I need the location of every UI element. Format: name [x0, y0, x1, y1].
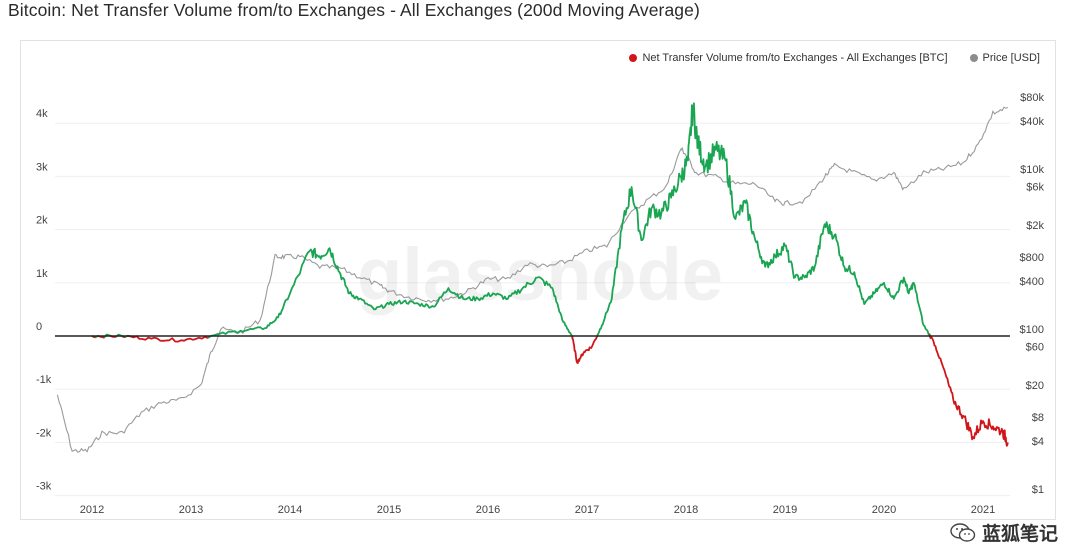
- brand-overlay: 蓝狐笔记: [950, 519, 1058, 546]
- legend-item-price[interactable]: Price [USD]: [969, 52, 1040, 64]
- chart-legend: Net Transfer Volume from/to Exchanges - …: [629, 52, 1040, 64]
- legend-dot-price: [969, 54, 978, 62]
- wechat-icon: [950, 522, 976, 542]
- brand-text: 蓝狐笔记: [981, 524, 1058, 545]
- chart-frame: [20, 40, 1056, 520]
- chart-title: Bitcoin: Net Transfer Volume from/to Exc…: [8, 0, 700, 20]
- legend-dot-net-transfer: [629, 54, 638, 62]
- legend-item-net-transfer[interactable]: Net Transfer Volume from/to Exchanges - …: [629, 52, 948, 64]
- legend-label-price: Price [USD]: [982, 52, 1040, 64]
- legend-label-net-transfer: Net Transfer Volume from/to Exchanges - …: [642, 52, 948, 64]
